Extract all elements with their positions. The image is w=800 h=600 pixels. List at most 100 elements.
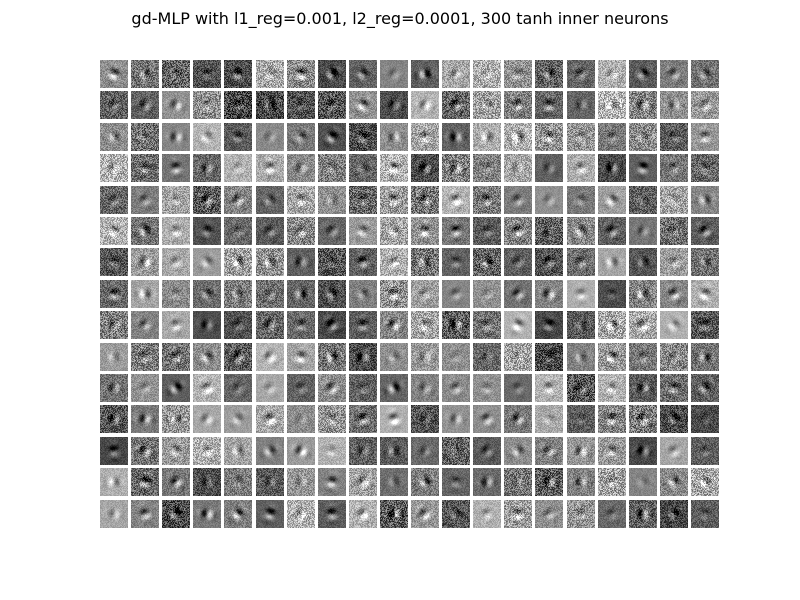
filter-tile — [567, 343, 595, 371]
filter-tile — [193, 500, 221, 528]
filter-tile — [629, 374, 657, 402]
filter-tile — [349, 311, 377, 339]
filter-tile — [535, 280, 563, 308]
filter-tile — [256, 248, 284, 276]
filter-tile — [131, 437, 159, 465]
filter-tile — [567, 280, 595, 308]
filter-tile — [193, 123, 221, 151]
filter-tile — [193, 343, 221, 371]
filter-tile — [535, 186, 563, 214]
filter-tile — [318, 217, 346, 245]
filter-tile — [598, 405, 626, 433]
filter-tile — [504, 343, 532, 371]
filter-tile — [567, 154, 595, 182]
filter-tile — [287, 343, 315, 371]
filter-tile — [131, 248, 159, 276]
filter-tile — [162, 60, 190, 88]
filter-tile — [287, 60, 315, 88]
filter-tile — [691, 343, 719, 371]
filter-tile — [629, 405, 657, 433]
filter-tile — [473, 123, 501, 151]
filter-tile — [629, 217, 657, 245]
filter-tile — [411, 437, 439, 465]
filter-tile — [318, 468, 346, 496]
filter-tile — [629, 437, 657, 465]
filter-tile — [349, 186, 377, 214]
filter-tile — [660, 186, 688, 214]
filter-tile — [193, 468, 221, 496]
filter-tile — [442, 186, 470, 214]
filter-tile — [442, 217, 470, 245]
filter-tile — [598, 311, 626, 339]
filter-tile — [411, 91, 439, 119]
filter-tile — [193, 405, 221, 433]
filter-tile — [473, 374, 501, 402]
filter-tile — [442, 311, 470, 339]
filter-tile — [349, 248, 377, 276]
filter-tile — [224, 405, 252, 433]
filter-tile — [100, 248, 128, 276]
filter-tile — [660, 343, 688, 371]
filter-tile — [100, 500, 128, 528]
filter-tile — [162, 217, 190, 245]
filter-tile — [256, 311, 284, 339]
filter-tile — [660, 123, 688, 151]
filter-tile — [535, 217, 563, 245]
filter-tile — [162, 405, 190, 433]
filter-tile — [349, 154, 377, 182]
filter-tile — [224, 280, 252, 308]
filter-tile — [256, 500, 284, 528]
filter-tile — [629, 123, 657, 151]
filter-tile — [442, 248, 470, 276]
filter-tile — [287, 123, 315, 151]
filter-tile — [349, 374, 377, 402]
filter-tile — [691, 500, 719, 528]
filter-tile — [193, 374, 221, 402]
filter-tile — [598, 186, 626, 214]
filter-tile — [535, 374, 563, 402]
filter-tile — [380, 500, 408, 528]
filter-tile — [535, 123, 563, 151]
filter-tile — [380, 343, 408, 371]
filter-tile — [100, 280, 128, 308]
filter-tile — [473, 405, 501, 433]
filter-tile — [287, 217, 315, 245]
filter-tile — [193, 311, 221, 339]
filter-tile — [629, 343, 657, 371]
filter-tile — [598, 468, 626, 496]
filter-tile — [380, 123, 408, 151]
filter-tile — [318, 248, 346, 276]
filter-tile — [442, 280, 470, 308]
filter-tile — [629, 311, 657, 339]
filter-tile — [473, 60, 501, 88]
filter-tile — [691, 186, 719, 214]
filter-tile — [411, 343, 439, 371]
filter-tile — [256, 60, 284, 88]
filter-tile — [629, 91, 657, 119]
filter-tile — [287, 500, 315, 528]
filter-tile — [380, 91, 408, 119]
filter-tile — [473, 437, 501, 465]
filter-tile — [380, 154, 408, 182]
filter-tile — [256, 468, 284, 496]
filter-tile — [598, 343, 626, 371]
filter-tile — [224, 123, 252, 151]
filter-tile — [598, 280, 626, 308]
filter-tile — [131, 60, 159, 88]
filter-tile — [504, 91, 532, 119]
filter-tile — [411, 248, 439, 276]
filter-tile — [380, 248, 408, 276]
filter-tile — [691, 91, 719, 119]
filter-tile — [442, 437, 470, 465]
filter-tile — [629, 154, 657, 182]
filter-tile — [100, 123, 128, 151]
filter-tile — [473, 217, 501, 245]
filter-tile — [349, 343, 377, 371]
filter-tile — [256, 186, 284, 214]
filter-tile — [256, 405, 284, 433]
filter-tile — [660, 500, 688, 528]
filter-tile — [411, 468, 439, 496]
filter-tile — [256, 154, 284, 182]
filter-tile — [380, 280, 408, 308]
